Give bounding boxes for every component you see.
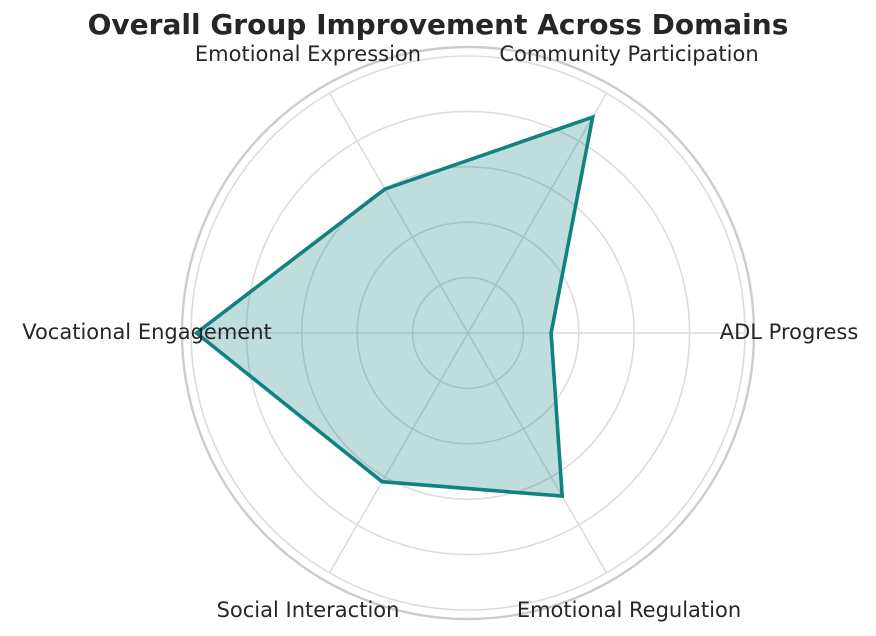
axis-label: Emotional Expression <box>195 42 421 66</box>
axis-label: Community Participation <box>499 42 758 66</box>
axis-label: ADL Progress <box>720 320 859 344</box>
axis-spoke <box>467 332 608 574</box>
axis-spoke <box>328 332 469 574</box>
axis-label: Emotional Regulation <box>517 598 741 622</box>
axis-spoke <box>467 92 608 334</box>
outer-frame <box>180 45 756 621</box>
axis-spoke <box>328 92 469 334</box>
chart-title: Overall Group Improvement Across Domains <box>87 8 789 41</box>
axis-label: Vocational Engagement <box>22 320 272 344</box>
series-line <box>193 114 596 499</box>
series-fill <box>196 117 593 497</box>
axis-label: Social Interaction <box>217 598 400 622</box>
